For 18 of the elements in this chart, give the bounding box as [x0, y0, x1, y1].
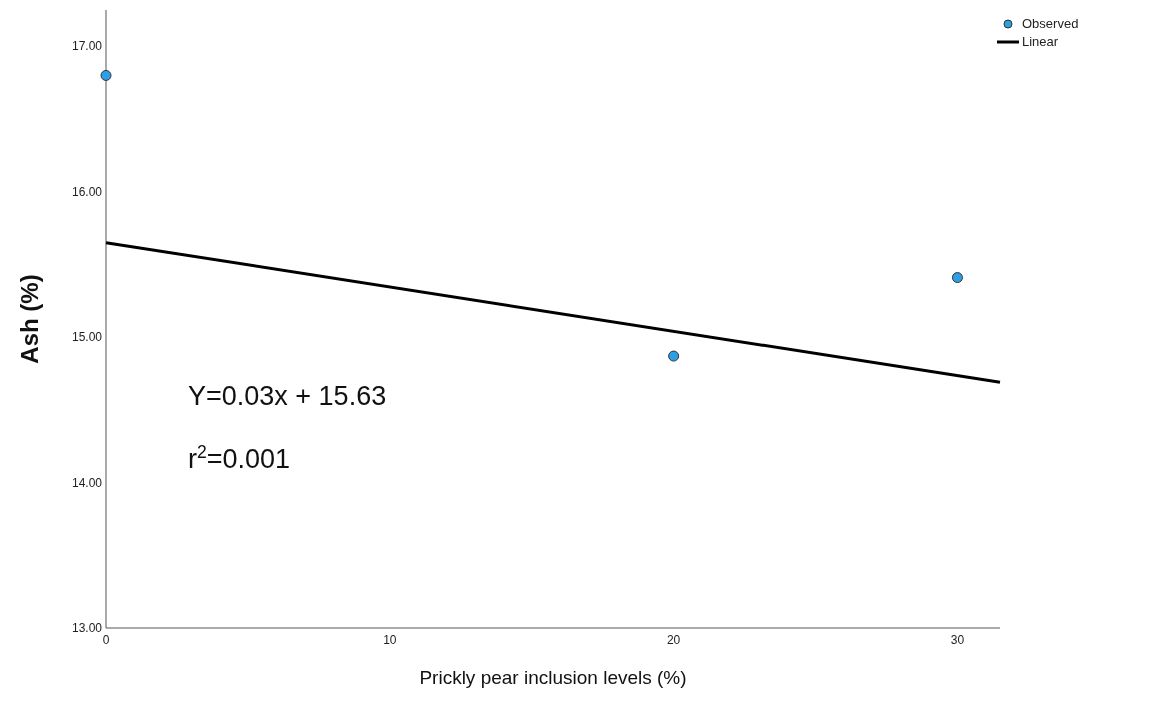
- annotation: r$^{2}$=0.001: [188, 442, 291, 474]
- y-tick-label: 16.00: [71, 184, 103, 199]
- x-tick-label: 20: [666, 633, 681, 647]
- x-axis-title: Prickly pear inclusion levels (%): [419, 667, 687, 688]
- y-tick-label: 14.00: [71, 475, 103, 490]
- point: [100, 69, 112, 81]
- point: [668, 350, 680, 362]
- y-tick-label: 13.00: [71, 621, 103, 635]
- y-tick-label: 17.00: [71, 39, 103, 54]
- x-tick-label: 30: [950, 633, 965, 647]
- y-tick-label: 15.00: [71, 330, 103, 345]
- y-axis-title: Ash (%): [16, 274, 43, 364]
- point: [951, 272, 963, 284]
- annotation: Y=0.03x + 15.63: [188, 381, 387, 411]
- legend-label: Observed: [1022, 16, 1079, 31]
- legend-label: Linear: [1022, 34, 1059, 49]
- x-tick-label: 10: [383, 633, 397, 647]
- x-tick-label: 0: [102, 633, 110, 647]
